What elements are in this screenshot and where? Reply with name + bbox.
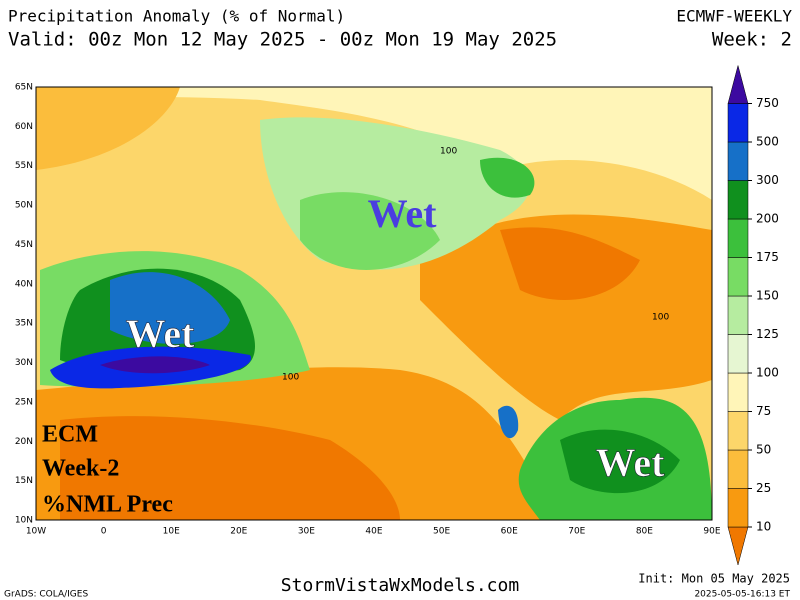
contour-label: 100: [652, 313, 669, 323]
lat-label: 35N: [15, 319, 33, 329]
colorbar-segment: [727, 141, 749, 181]
colorbar-end: [727, 526, 749, 566]
lat-label: 45N: [15, 240, 33, 250]
lat-label: 50N: [15, 201, 33, 211]
colorbar-segment: [727, 488, 749, 528]
colorbar-label: 125: [756, 327, 779, 341]
lat-label: 40N: [15, 279, 33, 289]
colorbar-label: 25: [756, 481, 771, 495]
lon-label: 30E: [298, 527, 315, 537]
lat-label: 15N: [15, 476, 33, 486]
lat-label: 20N: [15, 437, 33, 447]
colorbar-segment: [727, 257, 749, 297]
lon-label: 70E: [568, 527, 585, 537]
colorbar-label: 750: [756, 96, 779, 110]
colorbar-segment: [727, 218, 749, 258]
overlay-text: Week-2: [42, 456, 119, 482]
valid-period: Valid: 00z Mon 12 May 2025 - 00z Mon 19 …: [8, 29, 557, 51]
lon-label: 50E: [433, 527, 450, 537]
lon-label: 90E: [703, 527, 720, 537]
colorbar-segment: [727, 103, 749, 143]
colorbar-segment: [727, 295, 749, 335]
colorbar-label: 500: [756, 135, 779, 149]
lon-label: 40E: [365, 527, 382, 537]
lon-label: 10E: [163, 527, 180, 537]
model-name: ECMWF-WEEKLY: [676, 7, 792, 26]
week-label: Week: 2: [712, 29, 792, 51]
overlay-text: %NML Prec: [42, 492, 173, 518]
map-field: [35, 86, 713, 521]
lon-label: 20E: [230, 527, 247, 537]
colorbar-end: [727, 64, 749, 104]
lat-label: 60N: [15, 122, 33, 132]
lat-label: 10N: [15, 516, 33, 526]
overlay-text: ECM: [42, 422, 98, 448]
wet-annotation: Wet: [596, 440, 666, 485]
wet-annotation: Wet: [126, 311, 196, 356]
lat-label: 65N: [15, 83, 33, 93]
colorbar-label: 10: [756, 520, 771, 534]
init-label: Init: Mon 05 May 2025: [638, 572, 790, 586]
lon-label: 60E: [501, 527, 518, 537]
colorbar-segment: [727, 180, 749, 220]
lon-label: 80E: [636, 527, 653, 537]
lon-label: 10W: [26, 527, 46, 537]
wet-annotation: Wet: [368, 191, 438, 236]
colorbar-label: 175: [756, 250, 779, 264]
lat-label: 55N: [15, 161, 33, 171]
colorbar-label: 75: [756, 404, 771, 418]
colorbar-label: 100: [756, 366, 779, 380]
colorbar-label: 300: [756, 173, 779, 187]
lon-label: 0: [101, 527, 107, 537]
site-label: StormVistaWxModels.com: [281, 575, 519, 596]
colorbar-label: 50: [756, 443, 771, 457]
source-label: GrADS: COLA/IGES: [4, 590, 88, 600]
contour-label: 100: [282, 373, 299, 383]
colorbar-segment: [727, 449, 749, 489]
contour-label: 100: [440, 147, 457, 157]
colorbar-segment: [727, 411, 749, 451]
colorbar-segment: [727, 334, 749, 374]
title: Precipitation Anomaly (% of Normal): [8, 7, 345, 26]
colorbar-label: 200: [756, 212, 779, 226]
timestamp: 2025-05-05-16:13 ET: [694, 590, 790, 600]
colorbar-label: 150: [756, 289, 779, 303]
lat-label: 30N: [15, 358, 33, 368]
colorbar-segment: [727, 372, 749, 412]
lat-label: 25N: [15, 397, 33, 407]
